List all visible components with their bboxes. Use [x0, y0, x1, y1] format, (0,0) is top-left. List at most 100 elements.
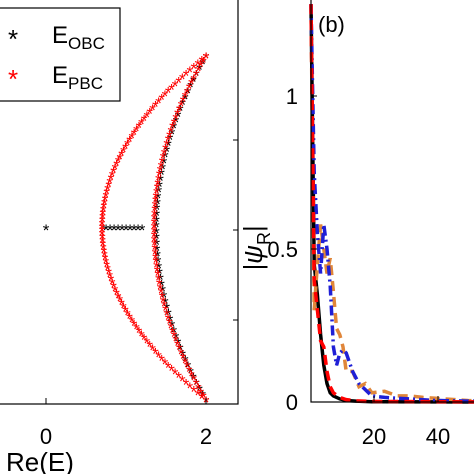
legend-label-obc-sub: OBC: [68, 34, 105, 53]
E_OBC-point-28: *: [153, 230, 160, 249]
E_OBC-point-2: *: [196, 381, 203, 400]
E_PBC-point-103: *: [112, 282, 119, 301]
E_PBC-point-184: *: [174, 336, 181, 355]
legend-label-obc-main: E: [52, 22, 68, 49]
E_PBC-point-153: *: [144, 108, 151, 127]
E_PBC-point-73: *: [194, 386, 201, 405]
E_OBC-point-38: *: [157, 171, 164, 190]
E_PBC-point-123: *: [99, 212, 106, 231]
E_OBC-point-7: *: [182, 352, 189, 371]
ytick-label-0.5: 0.5: [267, 237, 298, 262]
E_OBC-point-25: *: [154, 247, 161, 266]
E_OBC-point-31: *: [153, 212, 160, 231]
E_OBC-point-61: *: [107, 221, 114, 240]
E_PBC-point-83: *: [158, 351, 165, 370]
E_PBC-point-228: *: [161, 145, 168, 164]
E_OBC-point-4: *: [190, 370, 197, 389]
E_PBC-point-114: *: [100, 244, 107, 263]
E_OBC-point-44: *: [165, 136, 172, 155]
E_PBC-point-188: *: [168, 319, 175, 338]
panel-b-series-line-0: [309, 4, 474, 404]
E_PBC-point-214: *: [151, 206, 158, 225]
E_OBC-point-29: *: [153, 224, 160, 243]
E_OBC-point-6: *: [185, 358, 192, 377]
E_PBC-point-233: *: [168, 123, 175, 142]
E_OBC-point-46: *: [169, 125, 176, 144]
E_PBC-point-134: *: [106, 174, 113, 193]
E_OBC-point-56: *: [193, 66, 200, 85]
E_PBC-point-222: *: [155, 171, 162, 190]
E_PBC-point-185: *: [172, 332, 179, 351]
E_PBC-point-139: *: [113, 157, 120, 176]
E_PBC-point-216: *: [152, 197, 159, 216]
E_PBC-point-90: *: [138, 327, 145, 346]
E_OBC-point-36: *: [155, 183, 162, 202]
xtick-label-40: 40: [426, 424, 450, 449]
panel-b-ylabel: |ψR|: [238, 225, 274, 270]
E_PBC-point-164: *: [179, 70, 186, 89]
E_OBC-point-40: *: [159, 160, 166, 179]
E_PBC-point-179: *: [184, 358, 191, 377]
panel-b-series-line-2: [309, 4, 474, 403]
E_OBC-point-67: *: [131, 221, 138, 240]
E_OBC-point-52: *: [182, 90, 189, 109]
E_OBC-point-23: *: [155, 259, 162, 278]
legend-label-pbc-sub: PBC: [68, 74, 103, 93]
E_PBC-point-100: *: [117, 292, 124, 311]
E_OBC-point-34: *: [154, 195, 161, 214]
E_PBC-point-180: *: [182, 354, 189, 373]
E_PBC-point-162: *: [172, 77, 179, 96]
E_PBC-point-167: *: [190, 59, 197, 78]
E_OBC-point-8: *: [179, 346, 186, 365]
E_PBC-point-107: *: [106, 268, 113, 287]
E_PBC-point-104: *: [110, 278, 117, 297]
E_OBC-point-5: *: [187, 364, 194, 383]
E_PBC-point-196: *: [158, 284, 165, 303]
E_PBC-point-79: *: [172, 365, 179, 384]
E_PBC-point-76: *: [183, 376, 190, 395]
E_PBC-point-142: *: [118, 146, 125, 165]
E_PBC-point-234: *: [169, 119, 176, 138]
E_PBC-point-213: *: [151, 210, 158, 229]
E_PBC-point-236: *: [172, 110, 179, 129]
panel-b-series-line-3: [309, 4, 474, 404]
E_OBC-point-37: *: [156, 177, 163, 196]
E_PBC-point-154: *: [146, 105, 153, 124]
legend-label-obc: EOBC: [52, 22, 105, 53]
ylabel-sub: R: [254, 232, 274, 245]
E_PBC-point-129: *: [102, 191, 109, 210]
E_PBC-point-165: *: [183, 66, 190, 85]
E_PBC-point-120: *: [99, 223, 106, 242]
E_PBC-point-201: *: [154, 262, 161, 281]
E_PBC-point-159: *: [162, 87, 169, 106]
E_PBC-point-119: *: [99, 226, 106, 245]
E_PBC-point-198: *: [156, 275, 163, 294]
E_PBC-point-132: *: [104, 181, 111, 200]
E_OBC-point-57: *: [196, 61, 203, 80]
E_PBC-point-210: *: [151, 223, 158, 242]
E_PBC-point-84: *: [155, 348, 162, 367]
E_PBC-point-191: *: [163, 306, 170, 325]
E_PBC-point-197: *: [157, 280, 164, 299]
E_PBC-point-105: *: [109, 275, 116, 294]
E_OBC-point-48: *: [173, 113, 180, 132]
E_OBC-point-18: *: [161, 288, 168, 307]
E_OBC-point-10: *: [175, 335, 182, 354]
E_PBC-point-224: *: [157, 162, 164, 181]
E_PBC-point-225: *: [158, 158, 165, 177]
E_PBC-point-174: *: [195, 380, 202, 399]
E_PBC-point-207: *: [151, 236, 158, 255]
E_PBC-point-97: *: [122, 303, 129, 322]
E_PBC-point-113: *: [101, 247, 108, 266]
panel-b: (b) 1 0.5 0 20 40 |ψR|: [238, 0, 474, 449]
E_OBC-point-35: *: [155, 189, 162, 208]
E_PBC-point-231: *: [165, 132, 172, 151]
E_OBC-point-59: *: [203, 49, 210, 68]
E_PBC-point-202: *: [153, 258, 160, 277]
E_PBC-point-161: *: [168, 80, 175, 99]
E_PBC-point-240: *: [180, 93, 187, 112]
E_PBC-point-212: *: [151, 214, 158, 233]
legend-label-pbc: EPBC: [52, 62, 103, 93]
E_OBC-point-21: *: [157, 271, 164, 290]
E_OBC-point-9: *: [177, 341, 184, 360]
